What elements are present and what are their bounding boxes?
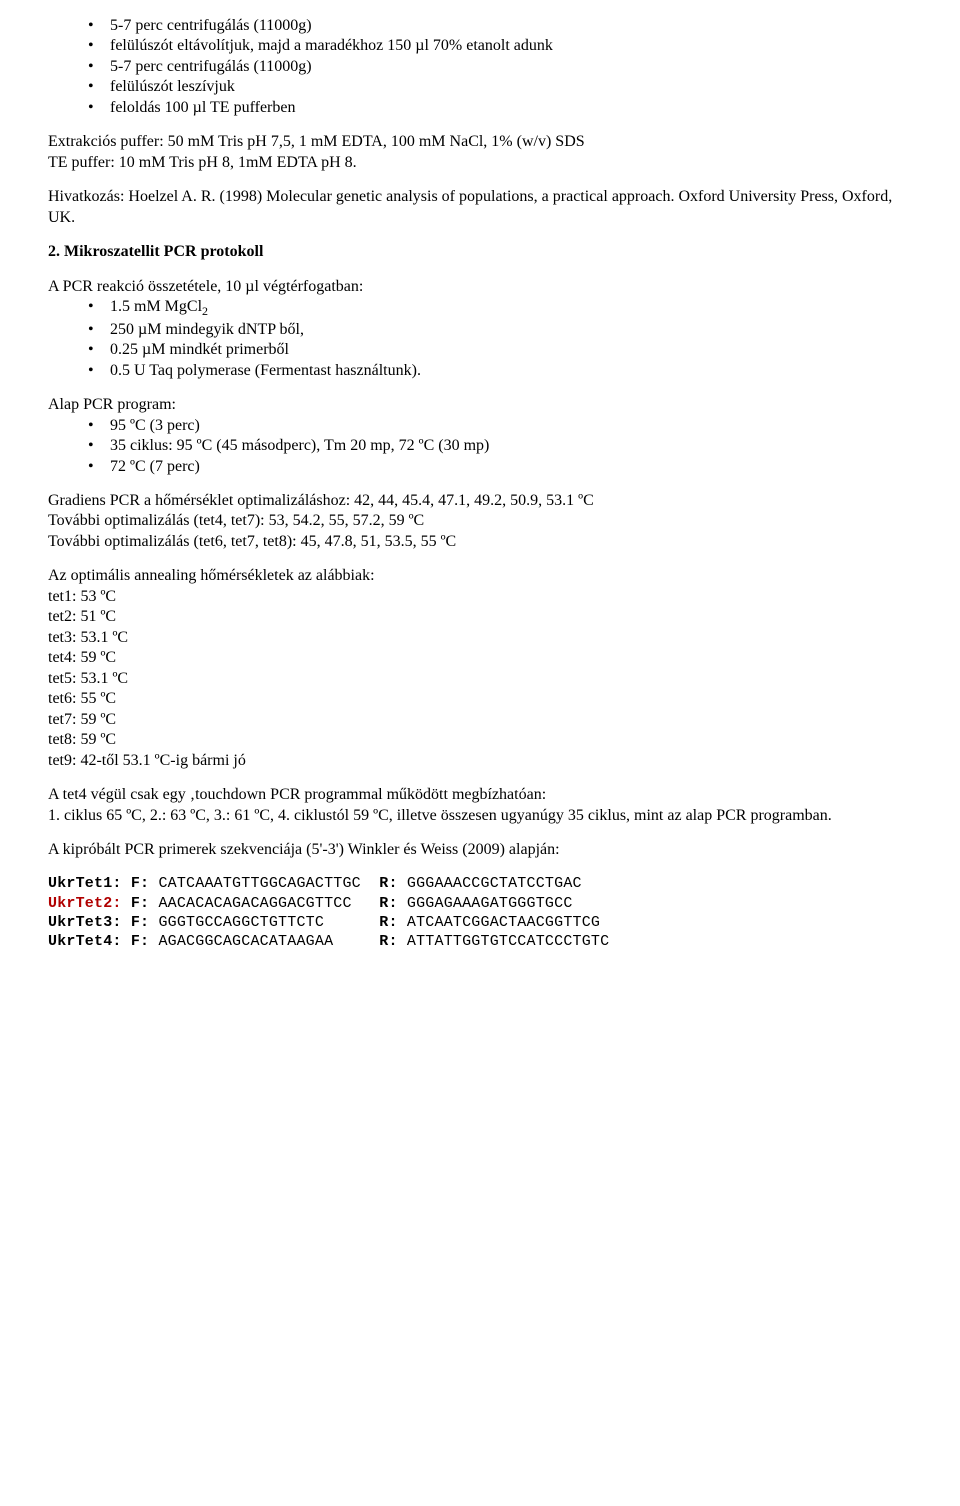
primer-f-sequence: GGGTGCCAGGCTGTTCTC xyxy=(158,914,360,931)
list-item: feloldás 100 µl TE pufferben xyxy=(88,98,912,118)
list-item-text: 5-7 perc centrifugálás (11000g) xyxy=(110,17,312,34)
list-item: 5-7 perc centrifugálás (11000g) xyxy=(88,16,912,36)
primer-f-label: F: xyxy=(122,914,159,931)
primer-f-sequence: AGACGGCAGCACATAAGAA xyxy=(158,933,360,950)
primer-r-label: R: xyxy=(361,914,407,931)
primer-row: UkrTet3: F: GGGTGCCAGGCTGTTCTC R: ATCAAT… xyxy=(48,913,912,932)
annealing-line: tet5: 53.1 ºC xyxy=(48,669,912,689)
gradient-line: További optimalizálás (tet6, tet7, tet8)… xyxy=(48,532,912,552)
annealing-line: tet4: 59 ºC xyxy=(48,648,912,668)
primer-r-label: R: xyxy=(361,875,407,892)
annealing-line: tet2: 51 ºC xyxy=(48,607,912,627)
annealing-line: tet6: 55 ºC xyxy=(48,689,912,709)
buffer-line: Extrakciós puffer: 50 mM Tris pH 7,5, 1 … xyxy=(48,132,912,152)
list-item: 95 ºC (3 perc) xyxy=(88,416,912,436)
list-item-text: 0.5 U Taq polymerase (Fermentast használ… xyxy=(110,362,421,379)
primer-r-sequence: ATTATTGGTGTCCATCCCTGTC xyxy=(407,933,609,950)
annealing-line: tet3: 53.1 ºC xyxy=(48,628,912,648)
buffer-line: TE puffer: 10 mM Tris pH 8, 1mM EDTA pH … xyxy=(48,153,912,173)
list-item: 1.5 mM MgCl2 xyxy=(88,297,912,320)
primer-row: UkrTet1: F: CATCAAATGTTGGCAGACTTGC R: GG… xyxy=(48,874,912,893)
gradient-pcr: Gradiens PCR a hőmérséklet optimalizálás… xyxy=(48,491,912,552)
primer-name: UkrTet4: xyxy=(48,933,122,950)
annealing-intro: Az optimális annealing hőmérsékletek az … xyxy=(48,566,912,586)
primer-f-label: F: xyxy=(122,895,159,912)
list-item-text: 5-7 perc centrifugálás (11000g) xyxy=(110,58,312,75)
primer-name: UkrTet1: xyxy=(48,875,122,892)
primer-r-sequence: ATCAATCGGACTAACGGTTCG xyxy=(407,914,600,931)
primer-row: UkrTet2: F: AACACACAGACAGGACGTTCC R: GGG… xyxy=(48,894,912,913)
primer-f-label: F: xyxy=(122,875,159,892)
primer-name: UkrTet2: xyxy=(48,895,122,912)
primer-f-sequence: AACACACAGACAGGACGTTCC xyxy=(158,895,360,912)
reference: Hivatkozás: Hoelzel A. R. (1998) Molecul… xyxy=(48,187,912,228)
annealing-line: tet9: 42-től 53.1 ºC-ig bármi jó xyxy=(48,751,912,771)
list-item-text: felülúszót eltávolítjuk, majd a maradékh… xyxy=(110,37,553,54)
primer-f-sequence: CATCAAATGTTGGCAGACTTGC xyxy=(158,875,360,892)
annealing-line: tet1: 53 ºC xyxy=(48,587,912,607)
primer-r-label: R: xyxy=(361,895,407,912)
list-item-text: 250 µM mindegyik dNTP ből, xyxy=(110,321,304,338)
annealing-line: tet8: 59 ºC xyxy=(48,730,912,750)
primer-name: UkrTet3: xyxy=(48,914,122,931)
pcr-program: 95 ºC (3 perc) 35 ciklus: 95 ºC (45 máso… xyxy=(48,416,912,477)
primer-f-label: F: xyxy=(122,933,159,950)
list-item-text: 95 ºC (3 perc) xyxy=(110,417,200,434)
touchdown-note: A tet4 végül csak egy ‚touchdown PCR pro… xyxy=(48,785,912,826)
list-item-text: 1.5 mM MgCl xyxy=(110,298,202,315)
list-item-text: 72 ºC (7 perc) xyxy=(110,458,200,475)
primer-r-label: R: xyxy=(361,933,407,950)
list-item: 72 ºC (7 perc) xyxy=(88,457,912,477)
touchdown-line: 1. ciklus 65 ºC, 2.: 63 ºC, 3.: 61 ºC, 4… xyxy=(48,806,912,826)
list-item: 35 ciklus: 95 ºC (45 másodperc), Tm 20 m… xyxy=(88,436,912,456)
list-item: 5-7 perc centrifugálás (11000g) xyxy=(88,57,912,77)
primer-r-sequence: GGGAGAAAGATGGGTGCC xyxy=(407,895,573,912)
pcr-intro: A PCR reakció összetétele, 10 µl végtérf… xyxy=(48,277,912,297)
list-item: 0.5 U Taq polymerase (Fermentast használ… xyxy=(88,361,912,381)
gradient-line: Gradiens PCR a hőmérséklet optimalizálás… xyxy=(48,491,912,511)
primers-intro: A kipróbált PCR primerek szekvenciája (5… xyxy=(48,840,912,860)
list-item: 250 µM mindegyik dNTP ből, xyxy=(88,320,912,340)
primer-sequences: UkrTet1: F: CATCAAATGTTGGCAGACTTGC R: GG… xyxy=(48,874,912,951)
primer-r-sequence: GGGAAACCGCTATCCTGAC xyxy=(407,875,582,892)
list-item-text: 35 ciklus: 95 ºC (45 másodperc), Tm 20 m… xyxy=(110,437,489,454)
touchdown-line: A tet4 végül csak egy ‚touchdown PCR pro… xyxy=(48,785,912,805)
list-item-text: feloldás 100 µl TE pufferben xyxy=(110,99,295,116)
list-item: felülúszót leszívjuk xyxy=(88,77,912,97)
annealing-temps: Az optimális annealing hőmérsékletek az … xyxy=(48,566,912,771)
section-title: 2. Mikroszatellit PCR protokoll xyxy=(48,242,912,262)
annealing-line: tet7: 59 ºC xyxy=(48,710,912,730)
list-item: felülúszót eltávolítjuk, majd a maradékh… xyxy=(88,36,912,56)
list-item: 0.25 µM mindkét primerből xyxy=(88,340,912,360)
list-item-text: 0.25 µM mindkét primerből xyxy=(110,341,289,358)
extraction-steps: 5-7 perc centrifugálás (11000g) felülúsz… xyxy=(48,16,912,118)
pcr-composition: 1.5 mM MgCl2 250 µM mindegyik dNTP ből, … xyxy=(48,297,912,381)
gradient-line: További optimalizálás (tet4, tet7): 53, … xyxy=(48,511,912,531)
primer-row: UkrTet4: F: AGACGGCAGCACATAAGAA R: ATTAT… xyxy=(48,932,912,951)
extraction-buffer: Extrakciós puffer: 50 mM Tris pH 7,5, 1 … xyxy=(48,132,912,173)
subscript: 2 xyxy=(202,304,208,318)
list-item-text: felülúszót leszívjuk xyxy=(110,78,235,95)
program-intro: Alap PCR program: xyxy=(48,395,912,415)
